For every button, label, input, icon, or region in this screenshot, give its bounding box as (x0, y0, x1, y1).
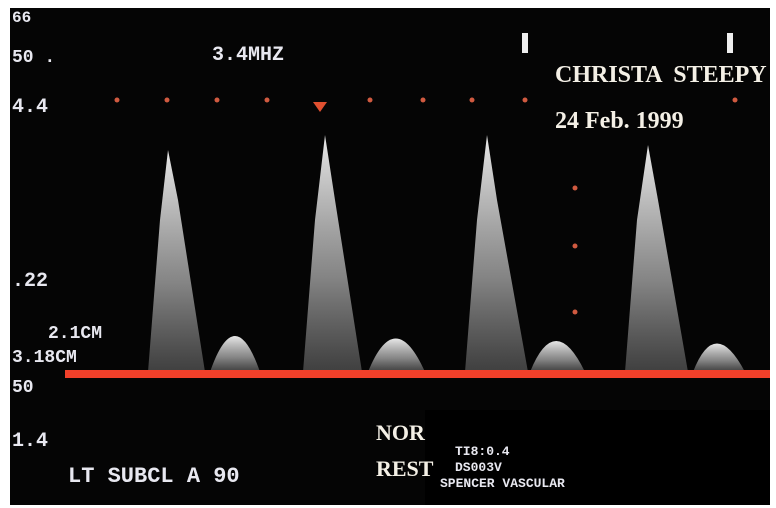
status: REST (376, 456, 434, 481)
dot-row (114, 97, 738, 315)
frequency: 3.4MHZ (212, 44, 284, 67)
info-line: SPENCER VASCULAR (440, 476, 565, 491)
measurement: 3.18CM (12, 348, 77, 368)
baseline (65, 370, 770, 378)
marker (522, 33, 528, 53)
info-line: DS003V (455, 460, 502, 475)
scale-middle: .22 (12, 270, 48, 293)
waveform (148, 135, 745, 372)
scale-bottom: 1.4 (12, 430, 48, 453)
info-line: TI8:0.4 (455, 444, 510, 459)
scale-top: 4.4 (12, 96, 48, 119)
measurement: 2.1CM (48, 324, 102, 344)
scale-baseline: 50 (12, 378, 34, 398)
info-box (425, 410, 770, 505)
status: NOR (376, 420, 426, 445)
patient-name: CHRISTA STEEPY (555, 62, 767, 88)
marker (727, 33, 733, 53)
depth-scale: 50 . (12, 48, 55, 68)
depth-top: 66 (12, 9, 31, 27)
exam-date: 24 Feb. 1999 (555, 108, 684, 134)
cursor (313, 102, 327, 112)
vessel-label: LT SUBCL A 90 (68, 464, 240, 489)
